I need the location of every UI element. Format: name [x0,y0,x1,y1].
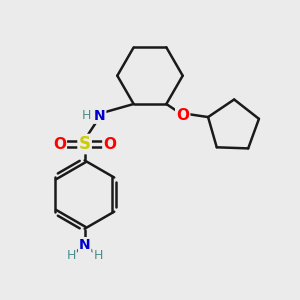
Text: H: H [81,109,91,122]
Text: H: H [93,249,103,262]
Text: O: O [103,136,116,152]
Text: O: O [53,136,66,152]
Text: N: N [79,238,90,252]
Text: O: O [176,108,189,123]
Text: S: S [79,135,91,153]
Text: H: H [67,249,76,262]
Text: N: N [94,109,105,123]
